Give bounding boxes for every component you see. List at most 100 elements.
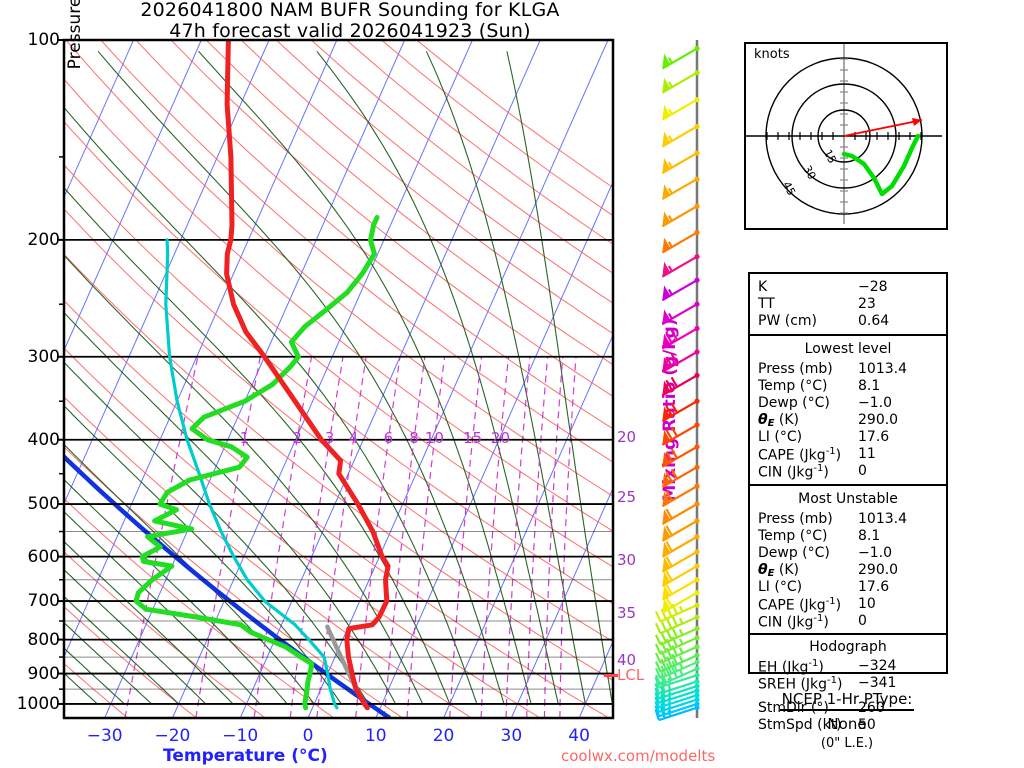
mixing-ratio-label-15: 15 [462, 429, 483, 447]
mixing-ratio-right-40: 40 [617, 651, 637, 669]
stat-lowest-row: Temp (°C) 8.1 [750, 378, 946, 395]
stat-mu-row: CAPE (Jkg-1) 10 [750, 596, 946, 614]
stat-lowest-row: Press (mb) 1013.4 [750, 361, 946, 378]
stat-mu-value: 8.1 [858, 528, 881, 544]
pressure-tick-600: 600 [27, 546, 60, 567]
stat-lowest-row: CAPE (Jkg-1) 11 [750, 446, 946, 464]
stat-hodo-value: −324 [858, 658, 897, 674]
ptype-panel: NCEP 1-Hr PType: None (0" L.E.) [742, 690, 952, 751]
stat-lowest-key: θE (K) [758, 412, 800, 429]
wind-barb-column [654, 40, 700, 722]
temp-tick-0: 0 [302, 726, 314, 746]
temp-tick-20: 20 [432, 726, 455, 746]
stat-lowest-value: 1013.4 [858, 361, 907, 377]
mixing-ratio-right-30: 30 [617, 551, 637, 569]
stat-lowest-value: 11 [858, 446, 876, 462]
stat-lowest-row: Dewp (°C) −1.0 [750, 395, 946, 412]
stats-panel: K −28 TT 23 PW (cm) 0.64 Lowest level Press (… [748, 272, 948, 733]
stat-hodo-value: 260 [858, 700, 885, 716]
stat-hodo-row: StmSpd (kt) 50 [750, 717, 946, 734]
stat-mu-key: Temp (°C) [758, 528, 828, 544]
mixing-ratio-right-20: 20 [617, 428, 637, 446]
mixing-ratio-label-8: 8 [409, 429, 419, 447]
pressure-tick-500: 500 [27, 494, 60, 515]
stat-summary-key: PW (cm) [758, 313, 817, 329]
stats-hodo-heading: Hodograph [809, 639, 887, 655]
mixing-ratio-label-3: 3 [324, 429, 335, 447]
stat-lowest-key: Dewp (°C) [758, 395, 830, 411]
pressure-tick-100: 100 [27, 30, 60, 50]
page-title-line2: 47h forecast valid 2026041923 (Sun) [169, 20, 531, 42]
skewt-diagram [57, 38, 615, 720]
stat-summary-key: K [758, 279, 768, 295]
pressure-tick-labels: 100 200 300 400 500 600 700 800 900 1000 [0, 0, 60, 768]
stats-summary-block: K −28 TT 23 PW (cm) 0.64 [750, 274, 946, 330]
stat-lowest-key: LI (°C) [758, 429, 803, 445]
stat-lowest-value: −1.0 [858, 395, 892, 411]
stat-hodo-value: 50 [858, 717, 876, 733]
temp-tick-30: 30 [500, 726, 523, 746]
stat-hodo-key: EH (Jkg-1) [758, 658, 824, 676]
ptype-value: None [827, 715, 867, 733]
stat-hodo-key: SREH (Jkg-1) [758, 675, 843, 693]
svg-text:30: 30 [800, 163, 818, 181]
pressure-tick-1000: 1000 [16, 693, 60, 714]
hodograph-panel: knots 15 30 45 [744, 42, 948, 230]
stat-hodo-key: StmSpd (kt) [758, 717, 842, 733]
stat-mu-key: Dewp (°C) [758, 545, 830, 561]
stat-mu-key: θE (K) [758, 562, 800, 579]
stat-mu-key: Press (mb) [758, 511, 833, 527]
pressure-tick-200: 200 [27, 229, 60, 250]
stat-mu-row: θE (K) 290.0 [750, 562, 946, 579]
stat-summary-value: −28 [858, 279, 888, 295]
svg-text:45: 45 [780, 179, 798, 197]
stat-mu-value: 10 [858, 596, 876, 612]
stat-lowest-value: 17.6 [858, 429, 890, 445]
stat-summary-value: 0.64 [858, 313, 890, 329]
temp-tick--30: −30 [86, 726, 123, 746]
stat-mu-key: CIN (Jkg-1) [758, 613, 829, 631]
stat-mu-key: LI (°C) [758, 579, 803, 595]
stat-lowest-key: CIN (Jkg-1) [758, 463, 829, 481]
temp-tick-40: 40 [568, 726, 590, 746]
stat-mu-row: Dewp (°C) −1.0 [750, 545, 946, 562]
temp-tick--20: −20 [154, 726, 191, 746]
stat-hodo-row: SREH (Jkg-1) −341 [750, 675, 946, 693]
watermark: coolwx.com/modelts [561, 747, 716, 765]
lcl-tick [604, 674, 618, 677]
stat-lowest-value: 0 [858, 463, 867, 479]
stat-mu-value: 17.6 [858, 579, 890, 595]
stat-mu-value: 290.0 [858, 562, 899, 578]
mixing-ratio-right-35: 35 [617, 604, 637, 622]
x-axis-label: Temperature (°C) [163, 746, 328, 766]
lcl-label: LCL [617, 666, 645, 684]
mixing-ratio-label-6: 6 [383, 429, 394, 447]
stat-summary-row: PW (cm) 0.64 [750, 313, 946, 330]
temp-tick-10: 10 [364, 726, 387, 746]
ptype-heading: NCEP 1-Hr PType: [779, 690, 915, 711]
stat-lowest-key: Press (mb) [758, 361, 833, 377]
stat-lowest-value: 290.0 [858, 412, 899, 428]
pressure-tick-800: 800 [27, 629, 60, 650]
svg-text:15: 15 [821, 147, 839, 165]
stat-mu-row: Press (mb) 1013.4 [750, 511, 946, 528]
stat-mu-value: 0 [858, 613, 867, 629]
stat-lowest-row: LI (°C) 17.6 [750, 429, 946, 446]
stat-lowest-value: 8.1 [858, 378, 881, 394]
stat-hodo-row: StmDir (°) 260 [750, 700, 946, 717]
stat-mu-row: Temp (°C) 8.1 [750, 528, 946, 545]
mixing-ratio-label-2: 2 [292, 429, 302, 447]
stats-lowest-heading: Lowest level [804, 341, 892, 357]
mixing-ratio-label-1: 1 [239, 429, 250, 447]
mixing-ratio-label-20: 20 [490, 429, 510, 447]
stat-summary-row: TT 23 [750, 296, 946, 313]
mixing-ratio-labels: 1 2 3 4 6 8 10 15 20 20 25 30 35 40 [239, 428, 637, 669]
stat-mu-value: −1.0 [858, 545, 892, 561]
temp-tick--10: −10 [222, 726, 259, 746]
stat-lowest-row: CIN (Jkg-1) 0 [750, 463, 946, 481]
stat-mu-value: 1013.4 [858, 511, 907, 527]
stat-summary-key: TT [758, 296, 775, 312]
stat-mu-row: CIN (Jkg-1) 0 [750, 613, 946, 631]
